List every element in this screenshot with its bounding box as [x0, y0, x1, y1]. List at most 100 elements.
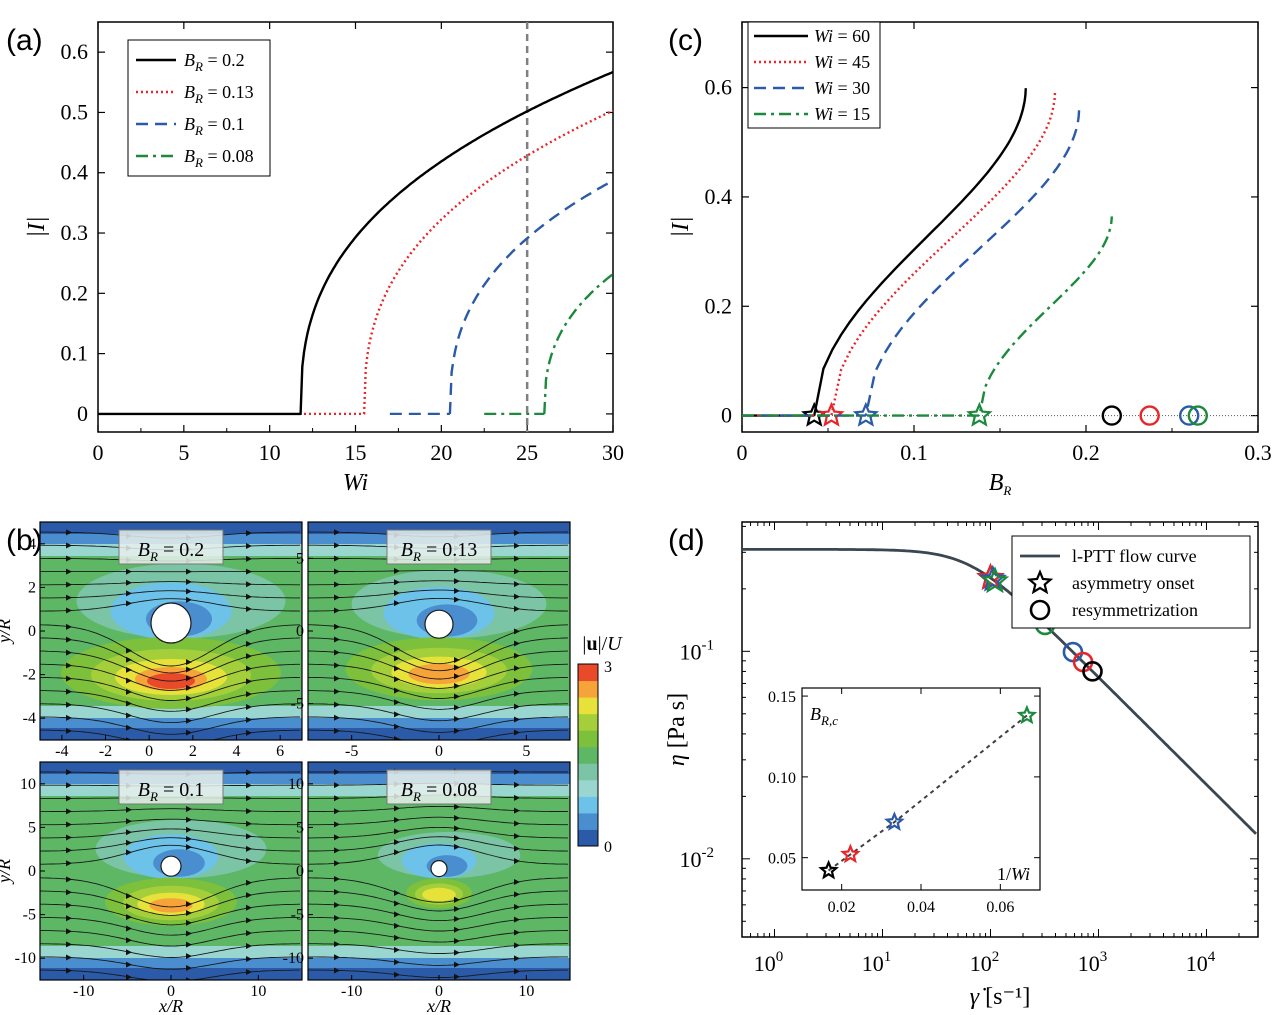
x-tick-label: 0 — [145, 743, 153, 760]
streamline-arrow — [334, 727, 340, 734]
panel-label-b: (b) — [6, 524, 43, 557]
label-sub: R — [194, 59, 203, 74]
legend-box — [127, 39, 271, 177]
streamline — [40, 956, 301, 970]
x-tick-label: 10 — [518, 983, 534, 1000]
streamline-arrow — [66, 860, 72, 867]
streamline-arrow — [394, 900, 400, 907]
colorbar-segment — [578, 680, 598, 698]
label-rest: = 0.2 — [158, 539, 204, 561]
streamline-arrow — [514, 833, 520, 840]
x-tick-label: 0 — [737, 440, 748, 465]
streamline — [40, 637, 301, 674]
label-main: B — [401, 539, 413, 561]
streamline-arrow — [334, 928, 340, 935]
y-tick-label: 10-2 — [680, 845, 715, 872]
streamline-arrow — [66, 795, 72, 802]
x-tick-label: -2 — [99, 743, 112, 760]
field-layers — [308, 522, 570, 740]
colorbar-label-div: |/ — [598, 633, 608, 655]
streamline-arrow — [246, 930, 252, 937]
streamline-arrow — [66, 889, 72, 896]
streamline-arrow — [246, 833, 252, 840]
inset-star-0 — [818, 859, 839, 880]
streamline-arrow — [514, 942, 520, 949]
field-label-box — [386, 529, 492, 565]
x-tick-label: 5 — [522, 743, 530, 760]
streamline — [40, 716, 300, 735]
streamline-arrow — [514, 820, 520, 827]
y-tick-label: 0.3 — [61, 220, 89, 245]
x-tick-label: 6 — [276, 743, 284, 760]
streamline-arrow — [66, 649, 72, 656]
y-tick-label: 0 — [28, 623, 36, 640]
streamline-arrow — [334, 529, 340, 536]
streamline-arrow — [246, 795, 252, 802]
streamline-arrow — [186, 568, 192, 575]
streamline-arrow — [246, 530, 252, 537]
streamline-arrow — [186, 977, 192, 980]
x-tick-label: 101 — [862, 949, 892, 976]
streamline-arrow — [66, 688, 72, 695]
x-tick-label: 25 — [516, 440, 538, 465]
label-sub: R — [412, 789, 421, 804]
streamline-arrow — [334, 847, 340, 854]
streamline-arrow — [246, 555, 252, 562]
streamline-arrow — [454, 926, 460, 933]
series-line-2 — [448, 179, 614, 415]
streamline-arrow — [186, 588, 192, 595]
streamline-arrow — [126, 829, 132, 836]
streamline-arrow — [186, 835, 192, 842]
field-layers — [308, 762, 570, 980]
streamline-arrow — [126, 568, 132, 575]
streamline-arrow — [514, 716, 520, 723]
label-sub: R — [149, 549, 158, 564]
streamline-arrow — [186, 706, 192, 713]
streamline-arrow — [514, 857, 520, 864]
streamline-arrow — [186, 965, 192, 972]
streamline-arrow — [66, 941, 72, 948]
x-tick-label: 30 — [602, 440, 624, 465]
streamline-arrow — [514, 581, 520, 588]
colorbar-segment — [578, 829, 598, 847]
streamline-arrow — [126, 949, 132, 956]
label-rest: = 0.1 — [158, 779, 204, 801]
streamline — [308, 663, 569, 689]
wall-bottom-2 — [40, 958, 302, 968]
streamline-arrow — [126, 656, 132, 663]
streamline-arrow — [334, 555, 340, 562]
wall-bottom — [308, 728, 570, 740]
streamline-arrow — [394, 828, 400, 835]
colorbar-segment — [578, 713, 598, 731]
inset-x-tick-label: 0.06 — [986, 899, 1014, 916]
streamline-arrow — [394, 736, 400, 740]
streamline-arrow — [334, 607, 340, 614]
streamline-arrow — [246, 703, 252, 710]
streamline — [308, 903, 568, 922]
plot-frame — [741, 521, 1259, 938]
streamline-arrow — [126, 925, 132, 932]
streamline-arrow — [334, 662, 340, 669]
x-tick-label: 15 — [345, 440, 367, 465]
streamline-arrow — [126, 903, 132, 910]
x-tick-label: -5 — [345, 743, 358, 760]
label-rest: = 45 — [833, 52, 870, 72]
streamline-arrow — [126, 579, 132, 586]
y-tick-label: -10 — [283, 950, 304, 967]
streamline-arrow — [126, 806, 132, 813]
streamline-arrow — [66, 568, 72, 575]
streamline-arrow — [246, 628, 252, 635]
label-main: B — [138, 779, 150, 801]
cylinder — [424, 609, 454, 639]
y-tick-label: -4 — [23, 710, 36, 727]
streamline-arrow — [394, 817, 400, 824]
field-label: BR = 0.13 — [401, 539, 477, 564]
streamline-arrow — [66, 834, 72, 841]
x-axis-label: x/R — [158, 996, 183, 1015]
streamline — [40, 903, 301, 926]
y-tick-label: -5 — [291, 696, 304, 713]
streamline-arrow — [186, 578, 192, 585]
streamline-arrow — [126, 914, 132, 921]
